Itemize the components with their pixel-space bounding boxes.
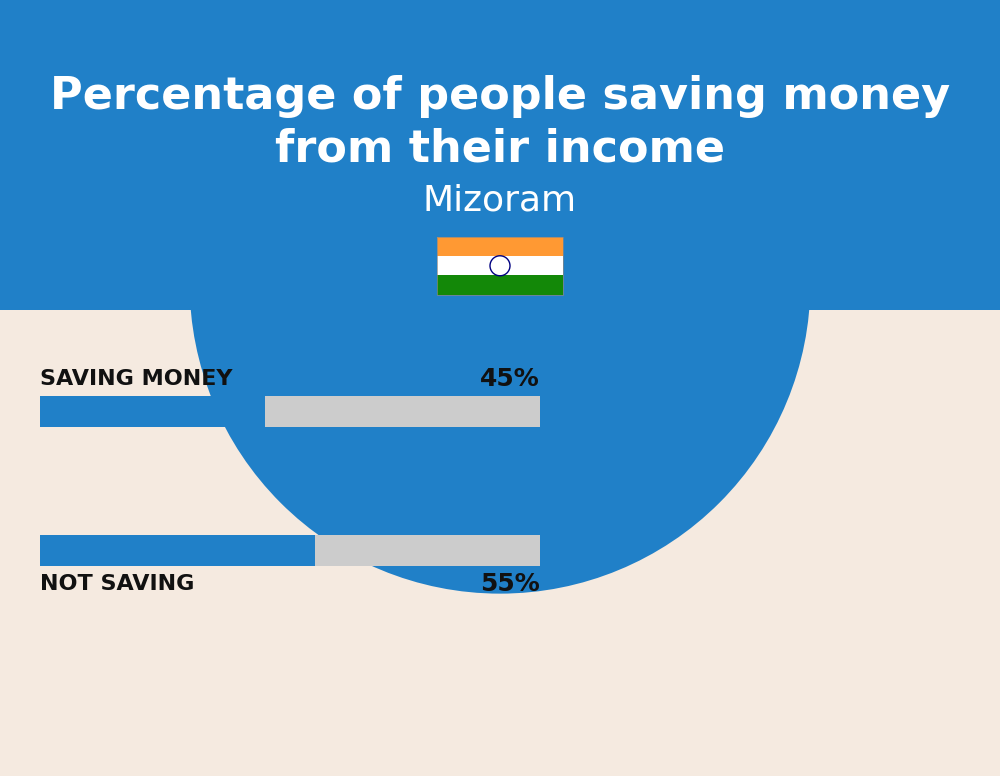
Text: 45%: 45% (480, 367, 540, 390)
Text: NOT SAVING: NOT SAVING (40, 573, 194, 594)
Text: Mizoram: Mizoram (423, 183, 577, 217)
Text: from their income: from their income (275, 127, 725, 171)
Text: Couple: Couple (464, 12, 536, 33)
Text: SAVING MONEY: SAVING MONEY (40, 369, 232, 389)
Text: 55%: 55% (480, 572, 540, 595)
Text: Percentage of people saving money: Percentage of people saving money (50, 75, 950, 119)
